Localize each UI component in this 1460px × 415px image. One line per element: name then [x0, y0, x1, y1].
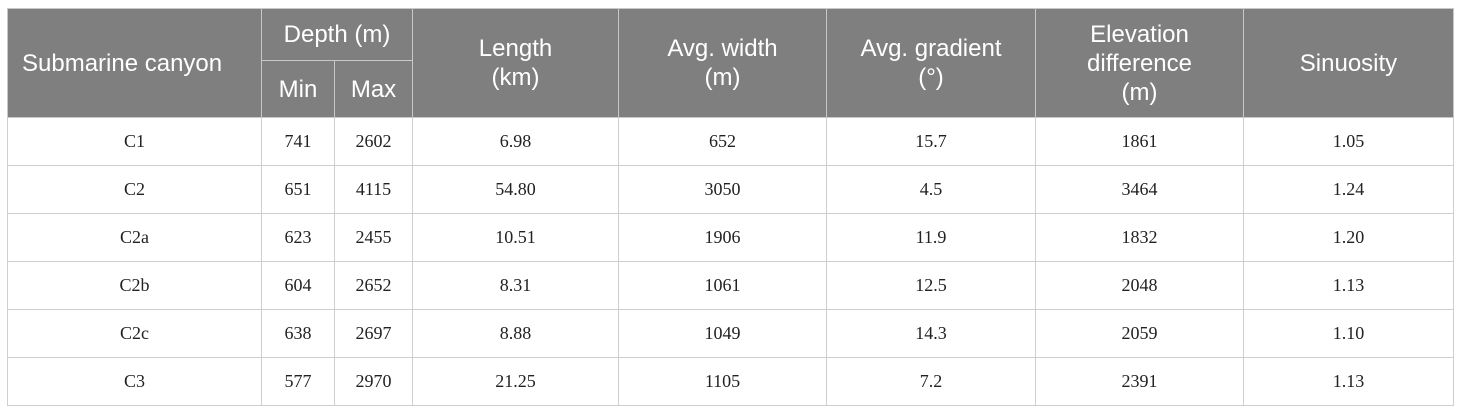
cell-length: 6.98 — [412, 117, 619, 166]
cell-length: 8.31 — [412, 261, 619, 310]
header-length-line2: (km) — [491, 64, 540, 91]
header-submarine-canyon: Submarine canyon — [7, 8, 262, 118]
header-length: Length (km) — [412, 8, 619, 118]
cell-avg-gradient: 12.5 — [826, 261, 1036, 310]
cell-avg-gradient: 15.7 — [826, 117, 1036, 166]
cell-depth-max: 2970 — [334, 357, 413, 406]
cell-depth-max: 2697 — [334, 309, 413, 358]
table-row: C2 651 4115 54.80 3050 4.5 3464 1.24 — [7, 165, 1454, 214]
header-row-top: Submarine canyon Depth (m) Length (km) A… — [7, 8, 1454, 118]
cell-sinuosity: 1.24 — [1243, 165, 1454, 214]
header-elevation-line2: difference — [1087, 49, 1192, 77]
canyon-parameters-table: Submarine canyon Depth (m) Length (km) A… — [7, 8, 1454, 406]
table-container: Submarine canyon Depth (m) Length (km) A… — [7, 8, 1454, 406]
table-row: C3 577 2970 21.25 1105 7.2 2391 1.13 — [7, 357, 1454, 406]
header-avg-width: Avg. width (m) — [618, 8, 827, 118]
cell-depth-min: 741 — [261, 117, 335, 166]
cell-canyon: C2b — [7, 261, 262, 310]
table-row: C2a 623 2455 10.51 1906 11.9 1832 1.20 — [7, 213, 1454, 262]
cell-depth-min: 623 — [261, 213, 335, 262]
cell-avg-width: 1049 — [618, 309, 827, 358]
table-body: C1 741 2602 6.98 652 15.7 1861 1.05 C2 651 4115 54.… — [7, 117, 1454, 406]
header-length-line1: Length — [478, 35, 553, 62]
cell-elevation-difference: 1861 — [1035, 117, 1244, 166]
cell-canyon: C2a — [7, 213, 262, 262]
cell-avg-width: 652 — [618, 117, 827, 166]
cell-depth-max: 4115 — [334, 165, 413, 214]
cell-avg-width: 1061 — [618, 261, 827, 310]
cell-depth-max: 2652 — [334, 261, 413, 310]
cell-sinuosity: 1.13 — [1243, 357, 1454, 406]
header-depth-max: Max — [334, 60, 413, 118]
header-elevation-line3: (m) — [1121, 78, 1158, 106]
cell-elevation-difference: 2048 — [1035, 261, 1244, 310]
cell-canyon: C3 — [7, 357, 262, 406]
cell-length: 21.25 — [412, 357, 619, 406]
header-sinuosity: Sinuosity — [1243, 8, 1454, 118]
header-avg-width-line2: (m) — [704, 64, 741, 91]
cell-length: 54.80 — [412, 165, 619, 214]
cell-elevation-difference: 2059 — [1035, 309, 1244, 358]
header-avg-width-line1: Avg. width — [667, 35, 778, 62]
cell-depth-min: 577 — [261, 357, 335, 406]
table-header: Submarine canyon Depth (m) Length (km) A… — [7, 8, 1454, 118]
cell-sinuosity: 1.05 — [1243, 117, 1454, 166]
cell-canyon: C2 — [7, 165, 262, 214]
cell-sinuosity: 1.10 — [1243, 309, 1454, 358]
cell-avg-gradient: 7.2 — [826, 357, 1036, 406]
header-elevation-difference: Elevation difference (m) — [1035, 8, 1244, 118]
header-depth-min: Min — [261, 60, 335, 118]
header-avg-gradient-line2: (°) — [918, 64, 944, 91]
cell-elevation-difference: 2391 — [1035, 357, 1244, 406]
cell-depth-min: 638 — [261, 309, 335, 358]
cell-elevation-difference: 3464 — [1035, 165, 1244, 214]
table-row: C2b 604 2652 8.31 1061 12.5 2048 1.13 — [7, 261, 1454, 310]
cell-depth-min: 651 — [261, 165, 335, 214]
cell-avg-width: 1906 — [618, 213, 827, 262]
cell-length: 8.88 — [412, 309, 619, 358]
cell-sinuosity: 1.13 — [1243, 261, 1454, 310]
table-row: C2c 638 2697 8.88 1049 14.3 2059 1.10 — [7, 309, 1454, 358]
cell-avg-gradient: 4.5 — [826, 165, 1036, 214]
header-avg-gradient: Avg. gradient (°) — [826, 8, 1036, 118]
cell-canyon: C1 — [7, 117, 262, 166]
header-elevation-line1: Elevation — [1090, 20, 1189, 48]
cell-elevation-difference: 1832 — [1035, 213, 1244, 262]
cell-sinuosity: 1.20 — [1243, 213, 1454, 262]
table-row: C1 741 2602 6.98 652 15.7 1861 1.05 — [7, 117, 1454, 166]
header-avg-gradient-line1: Avg. gradient — [860, 35, 1002, 62]
cell-avg-gradient: 14.3 — [826, 309, 1036, 358]
cell-avg-width: 1105 — [618, 357, 827, 406]
header-row-sub: Min Max — [8, 60, 1454, 118]
cell-depth-max: 2602 — [334, 117, 413, 166]
header-depth: Depth (m) — [261, 8, 413, 61]
cell-avg-width: 3050 — [618, 165, 827, 214]
cell-depth-min: 604 — [261, 261, 335, 310]
cell-canyon: C2c — [7, 309, 262, 358]
cell-depth-max: 2455 — [334, 213, 413, 262]
cell-length: 10.51 — [412, 213, 619, 262]
cell-avg-gradient: 11.9 — [826, 213, 1036, 262]
